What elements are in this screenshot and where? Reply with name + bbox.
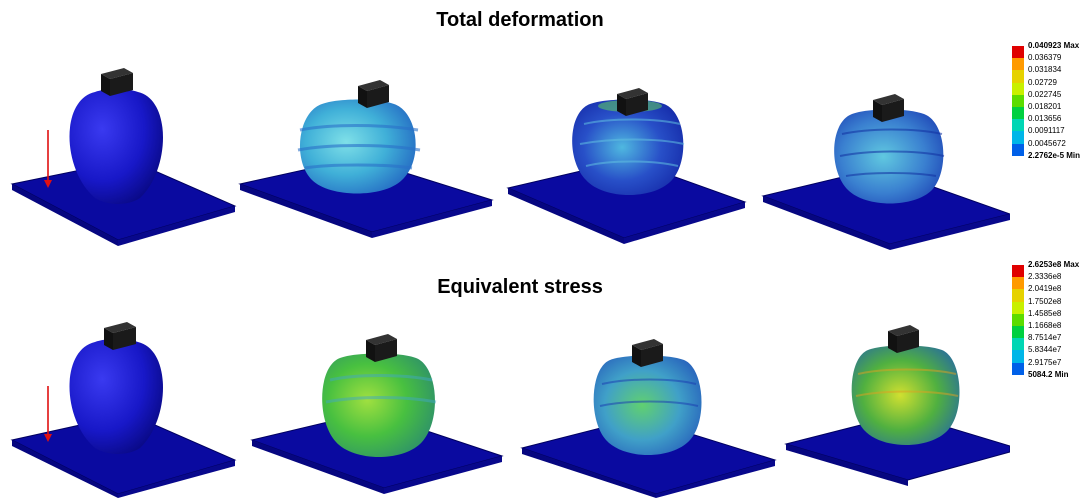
legend-swatch	[1012, 70, 1024, 83]
legend-label: 8.7514e7	[1028, 333, 1062, 343]
legend-label: 0.036379	[1028, 53, 1062, 63]
legend-entry: 0.022745	[1012, 90, 1088, 107]
load-block	[104, 322, 136, 350]
legend-entry: 2.0419e8	[1012, 284, 1088, 302]
legend-swatch	[1012, 131, 1024, 144]
legend-entry: 5.8344e7	[1012, 345, 1088, 363]
legend-swatch	[1012, 94, 1024, 107]
stress-model-3	[520, 339, 777, 498]
legend-swatch	[1012, 265, 1024, 278]
simulation-scene	[10, 68, 1010, 498]
deformation-legend: 0.040923 Max 0.036379 0.031834 0.02729 0.022…	[1012, 41, 1088, 168]
legend-label: 0.040923 Max	[1028, 41, 1080, 50]
legend-label: 0.022745	[1028, 89, 1062, 99]
stress-legend: 2.6253e8 Max 2.3336e8 2.0419e8 1.7502e8 1.45…	[1012, 260, 1088, 387]
legend-label: 0.018201	[1028, 101, 1062, 111]
legend-entry: 2.6253e8 Max	[1012, 260, 1088, 278]
legend-entry: 5084.2 Min	[1012, 370, 1088, 387]
legend-swatch	[1012, 58, 1024, 71]
undeformed-vessel	[69, 89, 163, 204]
legend-label: 0.0091117	[1028, 126, 1065, 136]
legend-entry: 8.7514e7	[1012, 333, 1088, 351]
deformation-title: Total deformation	[436, 9, 604, 31]
legend-entry: 0.031834	[1012, 65, 1088, 83]
load-block	[617, 88, 648, 116]
load-block	[888, 325, 919, 353]
load-block	[101, 68, 133, 96]
deformed-vessel	[572, 99, 684, 195]
legend-label: 2.2762e-5 Min	[1028, 150, 1081, 160]
deformation-model-2	[238, 80, 494, 238]
deformation-model-1	[10, 68, 237, 246]
deformed-vessel	[834, 109, 944, 204]
legend-label: 5084.2 Min	[1028, 369, 1069, 379]
legend-entry: 2.9175e7	[1012, 358, 1088, 375]
load-block	[873, 94, 904, 122]
legend-swatch	[1012, 106, 1024, 120]
legend-label: 1.4585e8	[1028, 308, 1062, 318]
legend-swatch	[1012, 289, 1024, 302]
deformed-vessel	[593, 355, 702, 455]
legend-entry: 0.036379	[1012, 53, 1088, 71]
legend-entry: 1.4585e8	[1012, 309, 1088, 326]
deformation-model-3	[506, 88, 747, 244]
legend-swatch	[1012, 325, 1024, 339]
legend-entry: 0.0091117	[1012, 126, 1088, 144]
legend-swatch	[1012, 313, 1024, 326]
legend-entry: 2.2762e-5 Min	[1012, 151, 1088, 168]
legend-entry: 0.013656	[1012, 114, 1088, 132]
legend-label: 0.013656	[1028, 114, 1062, 124]
stress-model-4	[784, 325, 1010, 486]
legend-label: 2.9175e7	[1028, 357, 1062, 367]
legend-label: 2.6253e8 Max	[1028, 260, 1080, 269]
deformation-model-4	[761, 94, 1010, 250]
legend-swatch	[1012, 119, 1024, 132]
legend-label: 0.031834	[1028, 65, 1062, 75]
stress-model-2	[250, 334, 504, 494]
load-block	[358, 80, 389, 108]
legend-label: 1.1668e8	[1028, 320, 1062, 330]
legend-entry: 0.040923 Max	[1012, 41, 1088, 59]
undeformed-vessel	[69, 339, 163, 454]
legend-label: 0.02729	[1028, 77, 1057, 87]
legend-swatch	[1012, 82, 1024, 95]
legend-entry: 0.02729	[1012, 78, 1088, 95]
legend-entry: 0.018201	[1012, 102, 1088, 120]
legend-entry: 1.7502e8	[1012, 297, 1088, 314]
legend-swatch	[1012, 301, 1024, 314]
load-block	[632, 339, 663, 367]
legend-label: 5.8344e7	[1028, 345, 1062, 355]
legend-swatch	[1012, 362, 1024, 375]
legend-entry: 0.0045672	[1012, 139, 1088, 156]
deformed-vessel	[322, 353, 435, 457]
legend-swatch	[1012, 338, 1024, 351]
legend-label: 2.3336e8	[1028, 272, 1062, 282]
legend-swatch	[1012, 277, 1024, 290]
load-block	[366, 334, 397, 362]
stress-title: Equivalent stress	[437, 276, 603, 298]
legend-entry: 1.1668e8	[1012, 321, 1088, 339]
legend-swatch	[1012, 46, 1024, 59]
legend-label: 2.0419e8	[1028, 284, 1062, 294]
legend-label: 0.0045672	[1028, 138, 1066, 148]
legend-swatch	[1012, 143, 1024, 156]
load-arrow	[44, 130, 52, 188]
legend-entry: 2.3336e8	[1012, 272, 1088, 290]
deformed-vessel	[851, 345, 960, 445]
load-arrow	[44, 386, 52, 442]
legend-label: 1.7502e8	[1028, 296, 1062, 306]
stress-model-1	[10, 322, 237, 498]
legend-swatch	[1012, 350, 1024, 363]
